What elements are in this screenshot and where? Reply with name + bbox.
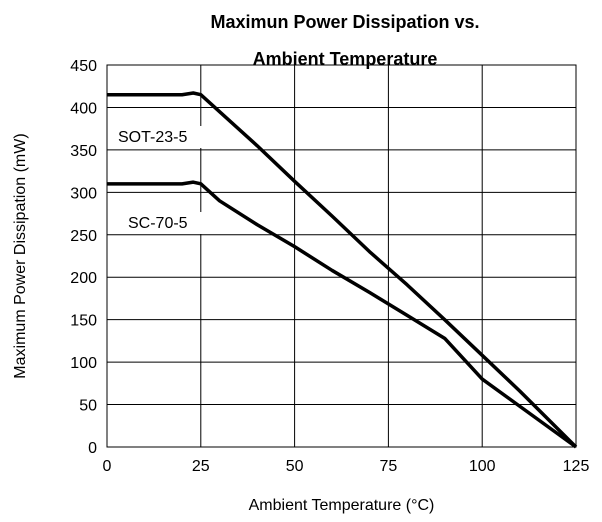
label-bg [116, 126, 216, 148]
x-tick-label: 75 [380, 458, 398, 475]
x-axis-label: Ambient Temperature (°C) [249, 497, 435, 514]
series-label: SOT-23-5 [118, 129, 187, 146]
x-tick-label: 25 [192, 458, 210, 475]
y-tick-label: 400 [70, 100, 97, 117]
y-axis-label: Maximum Power Dissipation (mW) [12, 133, 29, 378]
y-tick-label: 300 [70, 185, 97, 202]
x-tick-label: 100 [469, 458, 496, 475]
series-line [107, 180, 578, 449]
x-tick-label: 0 [103, 458, 112, 475]
y-tick-label: 250 [70, 228, 97, 245]
label-bg [126, 212, 226, 234]
y-tick-label: 200 [70, 270, 97, 287]
y-tick-label: 450 [70, 58, 97, 75]
series-line [107, 91, 578, 449]
plot-frame [106, 64, 577, 448]
x-tick-label: 125 [563, 458, 590, 475]
y-tick-label: 0 [88, 440, 97, 457]
y-tick-label: 150 [70, 313, 97, 330]
x-tick-label: 50 [286, 458, 304, 475]
y-tick-label: 350 [70, 143, 97, 160]
chart-title: Maximun Power Dissipation vs. Ambient Te… [210, 12, 480, 69]
series-label: SC-70-5 [128, 215, 188, 232]
y-tick-label: 100 [70, 355, 97, 372]
y-tick-label: 50 [79, 398, 97, 415]
